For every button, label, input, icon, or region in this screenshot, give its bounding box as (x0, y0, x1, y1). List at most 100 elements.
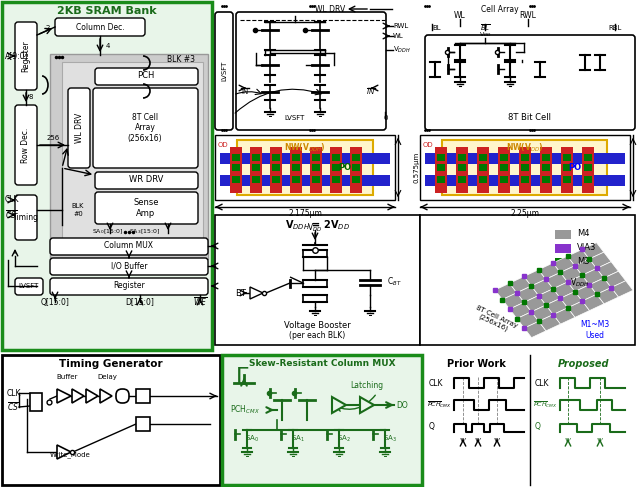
Text: Timing Generator: Timing Generator (59, 359, 163, 369)
Text: V$_{DDH}$ = 2V$_{DD}$: V$_{DDH}$ = 2V$_{DD}$ (285, 218, 350, 232)
FancyBboxPatch shape (95, 68, 198, 85)
FancyBboxPatch shape (95, 172, 198, 189)
Polygon shape (538, 263, 560, 279)
Polygon shape (57, 445, 71, 459)
Text: NW(V$_{DDH}$): NW(V$_{DDH}$) (284, 142, 326, 154)
Bar (540, 147, 552, 193)
Text: PO: PO (339, 164, 351, 172)
Text: WL DRV: WL DRV (74, 113, 83, 143)
Bar (479, 154, 487, 161)
Bar (272, 164, 280, 171)
Polygon shape (568, 249, 589, 266)
Text: Delay: Delay (97, 374, 117, 380)
Bar (292, 154, 300, 161)
Text: RWL: RWL (393, 23, 408, 29)
Bar (232, 176, 240, 183)
Text: Column MUX: Column MUX (104, 242, 154, 250)
Text: 2.175μm: 2.175μm (288, 208, 322, 218)
Text: CLK: CLK (7, 389, 22, 397)
Text: WL: WL (454, 12, 466, 20)
Text: (per each BLK): (per each BLK) (289, 331, 346, 339)
Text: Q[15:0]: Q[15:0] (40, 298, 69, 306)
Text: Register: Register (22, 40, 31, 72)
Bar (252, 164, 260, 171)
Bar (215, 215, 420, 345)
Polygon shape (582, 268, 604, 285)
Text: DO: DO (396, 400, 408, 410)
Bar (420, 135, 630, 200)
FancyBboxPatch shape (50, 258, 208, 275)
Bar (232, 154, 240, 161)
Text: Q: Q (535, 423, 541, 431)
FancyBboxPatch shape (15, 105, 37, 185)
Text: Cell Array: Cell Array (481, 4, 519, 14)
Bar (582, 147, 594, 193)
Bar (222, 355, 422, 485)
Text: $\overline{WE}$: $\overline{WE}$ (193, 296, 207, 308)
Text: D[15:0]: D[15:0] (125, 298, 154, 306)
Text: Column Dec.: Column Dec. (76, 22, 124, 32)
Polygon shape (553, 256, 575, 272)
Text: CLK: CLK (535, 378, 550, 388)
Bar (352, 154, 360, 161)
Bar (437, 154, 445, 161)
Text: 8: 8 (29, 94, 33, 100)
Text: WL DRV: WL DRV (315, 4, 345, 14)
Text: $\overline{CS}$: $\overline{CS}$ (7, 401, 19, 413)
Bar (252, 176, 260, 183)
Text: Proposed: Proposed (558, 359, 610, 369)
Bar (352, 164, 360, 171)
Text: LVSFT: LVSFT (221, 61, 227, 81)
Polygon shape (575, 259, 596, 275)
Bar (442, 140, 607, 195)
Polygon shape (509, 302, 531, 318)
FancyBboxPatch shape (215, 12, 233, 130)
Bar (332, 176, 340, 183)
Polygon shape (553, 308, 575, 324)
Polygon shape (517, 312, 539, 328)
Text: Register: Register (113, 281, 145, 291)
Bar (270, 147, 282, 193)
Bar (420, 215, 635, 345)
Text: LVSFT: LVSFT (285, 115, 305, 121)
Bar (542, 164, 550, 171)
Text: 8T Cell Array
(256x16): 8T Cell Array (256x16) (472, 304, 518, 336)
Bar (237, 140, 373, 195)
Text: I/O Buffer: I/O Buffer (111, 262, 147, 270)
Text: Voltage Booster: Voltage Booster (284, 320, 351, 330)
Text: PCH: PCH (138, 72, 155, 80)
Polygon shape (596, 262, 618, 278)
Polygon shape (553, 282, 575, 298)
Text: SA$_0$[15:0]: SA$_0$[15:0] (92, 227, 124, 236)
Bar (272, 176, 280, 183)
Text: SA$_1$: SA$_1$ (291, 434, 305, 444)
Bar (500, 154, 508, 161)
Polygon shape (509, 277, 531, 293)
Text: M4: M4 (577, 229, 589, 239)
Text: $\Gamma$: $\Gamma$ (235, 367, 249, 387)
Bar (584, 154, 592, 161)
Bar (555, 244, 571, 253)
Polygon shape (250, 287, 263, 299)
Bar (519, 147, 531, 193)
Bar (312, 164, 320, 171)
Text: '0': '0' (596, 438, 604, 444)
FancyBboxPatch shape (93, 88, 198, 168)
Text: Prior Work: Prior Work (447, 359, 506, 369)
Bar (220, 175, 390, 186)
Bar (437, 164, 445, 171)
Bar (352, 176, 360, 183)
Text: $\overline{PCH}_{CMX}$: $\overline{PCH}_{CMX}$ (427, 400, 452, 410)
Bar (215, 135, 395, 200)
Text: RBL: RBL (608, 25, 621, 31)
FancyBboxPatch shape (15, 22, 37, 90)
Text: V$_{DD}$: V$_{DD}$ (479, 31, 492, 39)
Polygon shape (539, 289, 561, 305)
Text: 2.25μm: 2.25μm (511, 208, 540, 218)
Bar (272, 154, 280, 161)
Text: SA$_2$: SA$_2$ (337, 434, 351, 444)
Text: LVSFT: LVSFT (19, 283, 39, 289)
Text: 4: 4 (106, 43, 110, 49)
Text: V$_{DD}$: V$_{DD}$ (307, 222, 323, 234)
Text: SA$_3$[15:0]: SA$_3$[15:0] (129, 227, 160, 236)
